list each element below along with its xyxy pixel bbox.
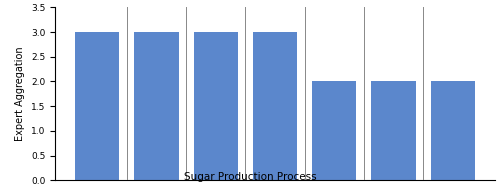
Bar [253,32,297,180]
Bar [312,82,356,180]
Bar [75,32,120,180]
Bar [194,32,238,180]
Text: Sugar Production Process: Sugar Production Process [184,172,316,182]
Bar [372,82,416,180]
Bar [430,82,475,180]
Y-axis label: Expert Aggregation: Expert Aggregation [16,47,26,141]
Bar [134,32,178,180]
